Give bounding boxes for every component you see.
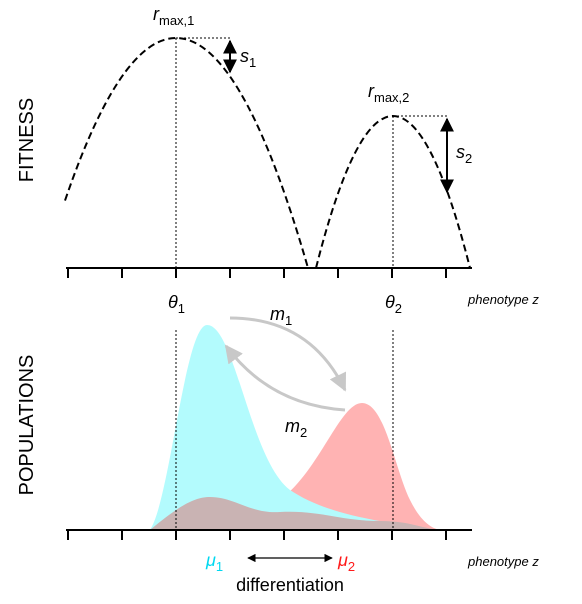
- population-2-distribution: [150, 403, 440, 530]
- symbol: s: [240, 46, 249, 66]
- subscript: 2: [348, 559, 355, 574]
- overlap: [150, 497, 440, 530]
- mean-label: μ1: [205, 550, 223, 574]
- mean-label: μ2: [337, 550, 355, 574]
- x-axis: [66, 529, 472, 540]
- selection-label: s1: [240, 46, 256, 70]
- selection-label: s2: [456, 142, 472, 166]
- symbol: r: [153, 4, 160, 24]
- axis-label: FITNESS: [16, 98, 38, 182]
- symbol: μ: [337, 550, 348, 570]
- subscript: 2: [465, 151, 472, 166]
- optimum-label: θ1: [168, 292, 185, 316]
- subscript: max,1: [159, 13, 194, 28]
- x-axis-label: phenotype z: [467, 554, 539, 569]
- migration-label: m2: [285, 416, 307, 440]
- migration-label: m1: [270, 304, 292, 328]
- axis-label: POPULATIONS: [16, 355, 38, 496]
- x-axis-label: phenotype z: [467, 292, 539, 307]
- symbol: r: [368, 81, 375, 101]
- migration-arrow: [224, 344, 346, 412]
- population-1-distribution: [150, 325, 440, 530]
- subscript: 1: [216, 559, 223, 574]
- symbol: m: [285, 416, 300, 436]
- symbol: m: [270, 304, 285, 324]
- x-axis: [66, 267, 472, 278]
- peak-label: rmax,1: [153, 4, 194, 28]
- populations-panel: POPULATIONS θ1 θ2 m1 m2 μ1 μ2 differenti…: [16, 292, 539, 595]
- subscript: max,2: [374, 90, 409, 105]
- symbol: μ: [205, 550, 216, 570]
- subscript: 1: [285, 313, 292, 328]
- subscript: 2: [300, 425, 307, 440]
- migration-arrow: [229, 316, 347, 392]
- symbol: θ: [385, 292, 395, 312]
- optimum-label: θ2: [385, 292, 402, 316]
- subscript: 1: [249, 55, 256, 70]
- peak-label: rmax,2: [368, 81, 409, 105]
- fitness-panel: FITNESS rmax,1 rmax,2 s1 s2 phenotype z: [16, 4, 539, 307]
- subscript: 2: [395, 301, 402, 316]
- subscript: 1: [178, 301, 185, 316]
- differentiation-label: differentiation: [236, 575, 344, 595]
- symbol: θ: [168, 292, 178, 312]
- fitness-curve-1: [64, 37, 309, 269]
- symbol: s: [456, 142, 465, 162]
